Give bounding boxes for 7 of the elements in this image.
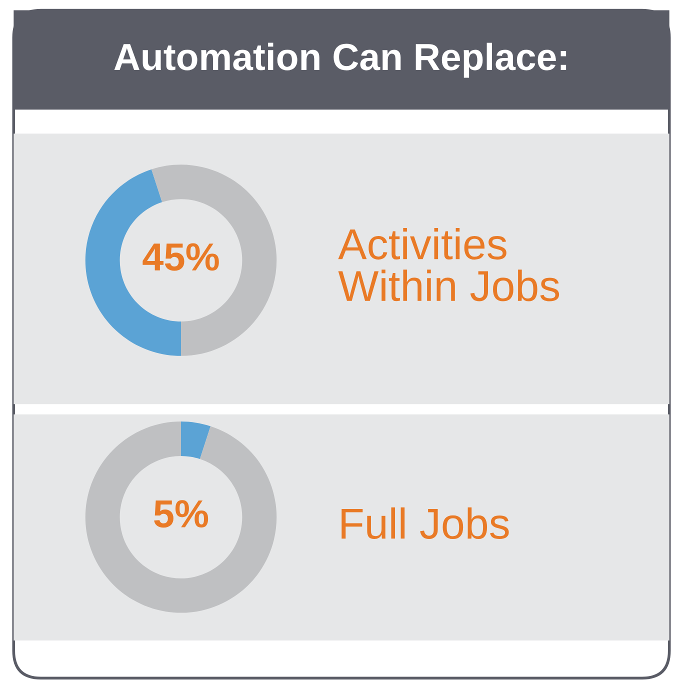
text: Full Jobs [342, 507, 509, 540]
text: Activities Within Jobs [338, 228, 560, 302]
donut-slice [180, 422, 211, 459]
chart-title: Automation Can Replace: [114, 42, 566, 78]
donut-slice [85, 422, 277, 613]
data-label: 45% [142, 243, 219, 271]
data-label: 5% [154, 500, 208, 528]
